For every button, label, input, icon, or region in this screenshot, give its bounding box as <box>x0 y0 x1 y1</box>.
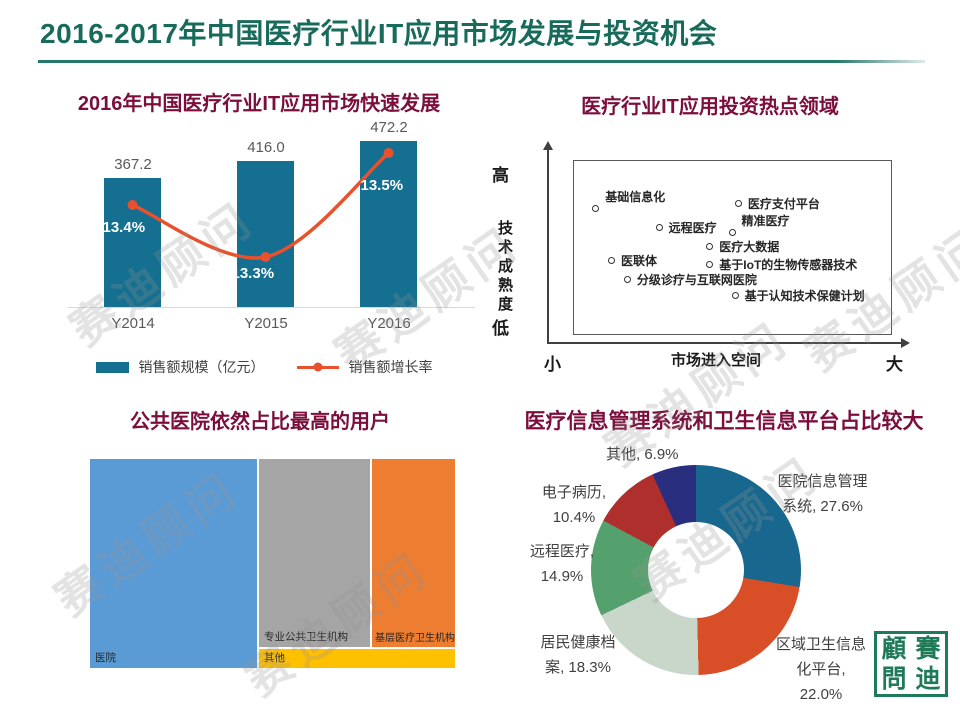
scatter-marker-icon <box>655 224 663 232</box>
scatter-marker-icon <box>706 243 714 251</box>
scatter-point-label: 精准医疗 <box>741 214 790 229</box>
donut-hole <box>648 522 744 618</box>
legend-line-swatch <box>296 365 339 369</box>
scatter-point-label: 医联体 <box>621 254 658 269</box>
y-axis-low-label: 低 <box>492 319 509 338</box>
legend-bar-swatch <box>95 361 129 373</box>
scatter-plot-area: 基础信息化 医疗支付平台远程医疗 精准医疗医疗大数据医联体 基于IoT的生物传感器技术… <box>573 160 892 335</box>
scatter-point: 远程医疗 <box>655 219 717 236</box>
bar-baseline <box>68 307 475 308</box>
y-axis-arrow-icon <box>543 141 553 150</box>
bar-y2014 <box>104 178 161 307</box>
y-axis-title: 技术成熟度 <box>496 220 513 315</box>
donut-callout-other: 其他, 6.9% <box>606 446 679 463</box>
treemap-block-label: 医院 <box>95 652 116 664</box>
bar-y2016 <box>360 141 417 307</box>
scatter-marker-icon <box>731 291 739 299</box>
scatter-point: 基于认知技术保健计划 <box>731 287 865 304</box>
y-axis-line <box>547 150 549 343</box>
scatter-marker-icon <box>592 205 600 213</box>
scatter-point-label: 基于IoT的生物传感器技术 <box>719 257 858 272</box>
bar-chart-title: 2016年中国医疗行业IT应用市场快速发展 <box>77 93 441 115</box>
growth-pct-label: 13.5% <box>360 177 404 194</box>
scatter-marker-icon <box>728 229 736 237</box>
scatter-point: 精准医疗 <box>728 214 790 241</box>
treemap-block-hospital: 医院 <box>90 459 257 668</box>
scatter-point-label: 基础信息化 <box>605 190 666 205</box>
logo-char: 迪 <box>915 665 941 693</box>
x-axis-title: 市场进入空间 <box>670 352 761 369</box>
scatter-point: 分级诊疗与互联网医院 <box>623 271 757 288</box>
bar-value-label: 367.2 <box>114 156 152 173</box>
growth-pct-label: 13.3% <box>231 265 275 282</box>
logo-char: 顧 <box>881 635 907 663</box>
bar-value-label: 416.0 <box>247 139 285 156</box>
scatter-point: 基于IoT的生物传感器技术 <box>706 256 857 273</box>
scatter-point-label: 基于认知技术保健计划 <box>744 288 865 303</box>
legend-bar-label: 销售额规模（亿元） <box>138 359 265 375</box>
x-tick-label: Y2016 <box>367 315 411 332</box>
title-underline <box>38 60 925 63</box>
donut-callout-regional-platform: 区域卫生信息 化平台, 22.0% <box>775 636 866 703</box>
x-axis-large-label: 大 <box>886 355 903 374</box>
donut-callout-emr: 电子病历, 10.4% <box>541 484 607 526</box>
x-tick-label: Y2014 <box>111 315 155 332</box>
scatter-point-label: 远程医疗 <box>668 221 717 236</box>
x-axis-small-label: 小 <box>544 355 561 374</box>
treemap-title: 公共医院依然占比最高的用户 <box>130 411 390 433</box>
legend-line-label: 销售额增长率 <box>348 359 433 375</box>
scatter-marker-icon <box>608 257 616 265</box>
treemap-block-other: 其他 <box>258 648 455 668</box>
treemap-block-label: 基层医疗卫生机构 <box>375 633 455 644</box>
x-tick-label: Y2015 <box>244 315 288 332</box>
donut-callout-telemedicine: 远程医疗, 14.9% <box>529 543 595 585</box>
scatter-marker-icon <box>623 276 631 284</box>
ccid-consulting-logo: 顧 賽 問 迪 <box>874 631 948 697</box>
slide-title: 2016-2017年中国医疗行业IT应用市场发展与投资机会 <box>40 18 718 49</box>
scatter-point-label: 医疗支付平台 <box>747 197 820 212</box>
scatter-point: 医疗大数据 <box>706 238 779 255</box>
treemap-block-public-health: 专业公共卫生机构 <box>258 459 370 647</box>
scatter-marker-icon <box>706 260 714 268</box>
scatter-point: 基础信息化 <box>592 190 665 217</box>
quadrant-chart-title: 医疗行业IT应用投资热点领域 <box>581 96 839 118</box>
treemap-block-grassroots: 基层医疗卫生机构 <box>371 459 455 647</box>
y-axis-high-label: 高 <box>492 166 509 185</box>
x-axis-arrow-icon <box>901 338 910 348</box>
donut-chart-title: 医疗信息管理系统和卫生信息平台占比较大 <box>524 410 924 433</box>
scatter-point: 医联体 <box>608 252 657 269</box>
donut-callout-hospital-info: 医院信息管理 系统, 27.6% <box>777 473 868 515</box>
treemap-block-label: 其他 <box>264 652 285 664</box>
bar-y2015 <box>237 161 294 307</box>
scatter-point: 医疗支付平台 <box>734 195 820 212</box>
logo-char: 問 <box>881 665 907 693</box>
donut-callout-health-records: 居民健康档 案, 18.3% <box>540 634 616 676</box>
x-axis-line <box>547 342 903 344</box>
bar-chart-legend: 销售额规模（亿元） 销售额增长率 <box>38 357 490 377</box>
logo-char: 賽 <box>915 635 941 663</box>
bar-value-label: 472.2 <box>370 119 408 136</box>
scatter-point-label: 分级诊疗与互联网医院 <box>636 273 757 288</box>
treemap-block-label: 专业公共卫生机构 <box>264 631 348 643</box>
scatter-marker-icon <box>734 200 742 208</box>
scatter-point-label: 医疗大数据 <box>719 240 780 255</box>
growth-pct-label: 13.4% <box>102 219 146 236</box>
